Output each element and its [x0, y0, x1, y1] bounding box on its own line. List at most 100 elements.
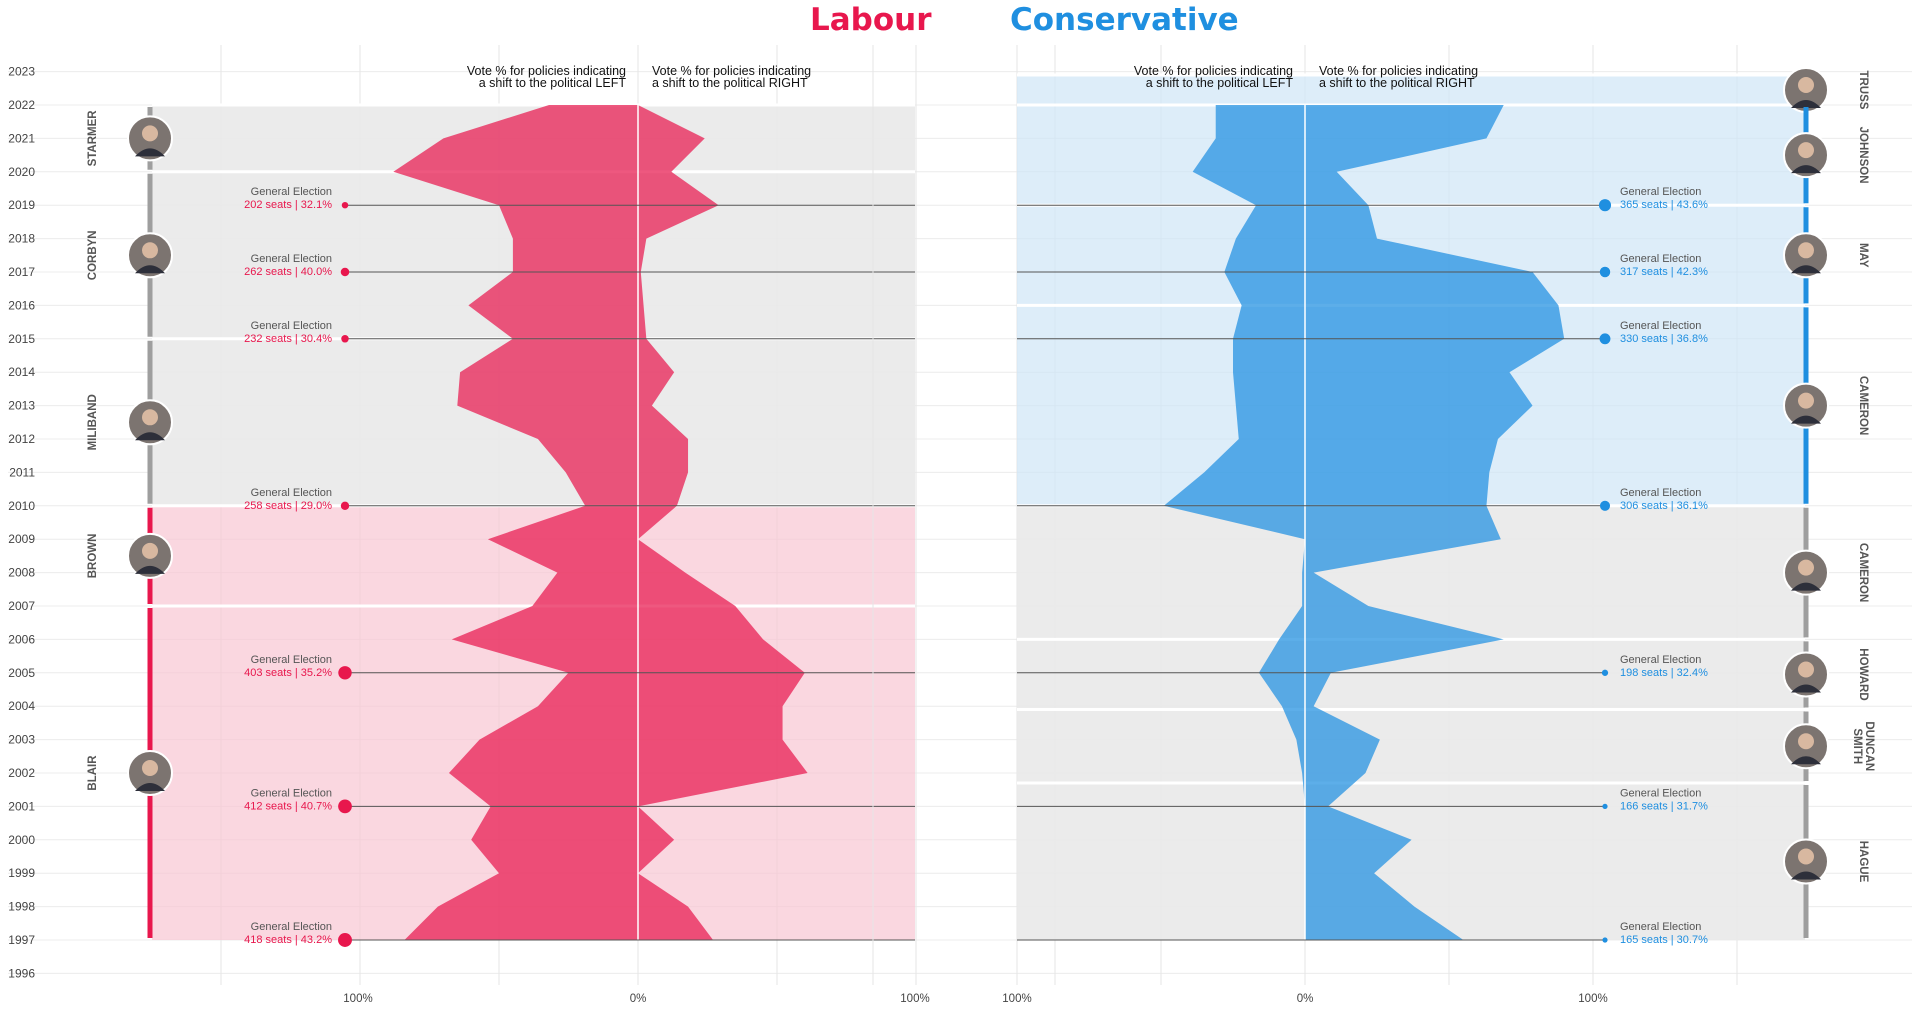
election-label: General Election [251, 654, 332, 666]
election-result: 165 seats | 30.7% [1620, 934, 1708, 946]
election-seat-dot [340, 267, 350, 277]
leader-photo-body-icon [135, 265, 165, 274]
year-tick-label: 2019 [8, 198, 35, 212]
leader-name-label: JOHNSON [1857, 127, 1869, 184]
year-tick-label: 2018 [8, 232, 35, 246]
left-header-line: a shift to the political LEFT [479, 76, 627, 90]
leader-photo-body-icon [1791, 871, 1821, 880]
election-result: 198 seats | 32.4% [1620, 667, 1708, 679]
election-label: General Election [251, 921, 332, 933]
leader-photo-body-icon [135, 432, 165, 441]
year-tick-label: 2009 [8, 532, 35, 546]
leader-photo-body-icon [1791, 684, 1821, 693]
election-result: 418 seats | 43.2% [244, 934, 332, 946]
leader-name-label: CAMERON [1857, 376, 1869, 435]
leader-name-label: MAY [1857, 243, 1869, 268]
leader-name-label: STARMER [87, 110, 99, 167]
conservative-era-band [1017, 74, 1805, 105]
election-seat-dot [1598, 199, 1612, 212]
right-header-line: a shift to the political RIGHT [1319, 76, 1475, 90]
leader-name-label: SMITH [1851, 728, 1863, 764]
election-label: General Election [1620, 253, 1701, 265]
year-tick-label: 2023 [8, 65, 35, 79]
election-result: 330 seats | 36.8% [1620, 333, 1708, 345]
election-label: General Election [1620, 320, 1701, 332]
election-seat-dot [1601, 669, 1609, 676]
year-tick-label: 1998 [8, 900, 35, 914]
election-result: 262 seats | 40.0% [244, 266, 332, 278]
leader-photo-face-icon [1798, 392, 1814, 409]
labour-title: Labour [810, 2, 932, 38]
election-label: General Election [1620, 921, 1701, 933]
leader-photo-face-icon [1798, 242, 1814, 259]
year-tick-label: 1999 [8, 866, 35, 880]
year-tick-label: 2013 [8, 399, 35, 413]
year-tick-label: 2003 [8, 733, 35, 747]
year-tick-label: 2010 [8, 499, 35, 513]
election-seat-dot [1599, 500, 1611, 511]
year-tick-label: 1996 [8, 966, 35, 980]
x-tick-label: 100% [1578, 993, 1607, 1005]
year-tick-label: 2021 [8, 131, 35, 145]
year-tick-label: 2022 [8, 98, 35, 112]
year-tick-label: 2020 [8, 165, 35, 179]
leader-name-label: HAGUE [1857, 841, 1869, 883]
right-header-line: a shift to the political RIGHT [652, 76, 808, 90]
leader-name-label: CORBYN [87, 230, 99, 280]
x-tick-label: 0% [1297, 993, 1314, 1005]
left-header-line: Vote % for policies indicating [1134, 64, 1293, 78]
labour-policy-area [393, 105, 808, 940]
year-tick-label: 2016 [8, 298, 35, 312]
election-label: General Election [251, 253, 332, 265]
year-tick-label: 2006 [8, 632, 35, 646]
leader-photo-body-icon [1791, 756, 1821, 765]
election-seat-dot [1599, 333, 1611, 345]
x-tick-label: 100% [1002, 993, 1031, 1005]
election-label: General Election [1620, 186, 1701, 198]
conservative-era-band [1017, 709, 1805, 784]
right-header-line: Vote % for policies indicating [1319, 64, 1478, 78]
election-label: General Election [251, 320, 332, 332]
election-seat-dot [1599, 266, 1611, 278]
election-result: 403 seats | 35.2% [244, 667, 332, 679]
election-seat-dot [341, 335, 349, 343]
election-label: General Election [251, 787, 332, 799]
election-seat-dot [340, 501, 350, 510]
x-tick-label: 0% [630, 993, 647, 1005]
leader-name-label: HOWARD [1857, 648, 1869, 700]
leader-photo-face-icon [1798, 142, 1814, 159]
election-label: General Election [1620, 787, 1701, 799]
election-result: 412 seats | 40.7% [244, 800, 332, 812]
year-tick-label: 2011 [9, 465, 35, 479]
conservative-title: Conservative [1010, 2, 1239, 38]
year-tick-label: 2007 [8, 599, 35, 613]
year-tick-label: 2008 [8, 566, 35, 580]
leader-photo-face-icon [142, 242, 158, 259]
election-label: General Election [251, 487, 332, 499]
left-header-line: Vote % for policies indicating [467, 64, 626, 78]
election-label: General Election [1620, 654, 1701, 666]
year-tick-label: 2004 [8, 699, 35, 713]
leader-photo-body-icon [1791, 415, 1821, 424]
leader-photo-body-icon [135, 565, 165, 574]
leader-photo-face-icon [1798, 661, 1814, 678]
election-result: 202 seats | 32.1% [244, 199, 332, 211]
election-result: 166 seats | 31.7% [1620, 800, 1708, 812]
year-tick-label: 2000 [8, 833, 35, 847]
year-tick-label: 2005 [8, 666, 35, 680]
election-seat-dot [341, 201, 349, 209]
leader-photo-face-icon [142, 542, 158, 559]
year-tick-label: 2012 [8, 432, 35, 446]
year-tick-label: 2017 [8, 265, 35, 279]
x-tick-label: 100% [343, 993, 372, 1005]
conservative-policy-area [1163, 105, 1565, 940]
leader-name-label: DUNCAN [1863, 721, 1875, 771]
leader-photo-body-icon [1791, 582, 1821, 591]
leader-photo-face-icon [142, 760, 158, 776]
election-label: General Election [251, 186, 332, 198]
election-result: 317 seats | 42.3% [1620, 266, 1708, 278]
election-seat-dot [1602, 937, 1608, 943]
leader-photo-face-icon [1798, 76, 1814, 93]
